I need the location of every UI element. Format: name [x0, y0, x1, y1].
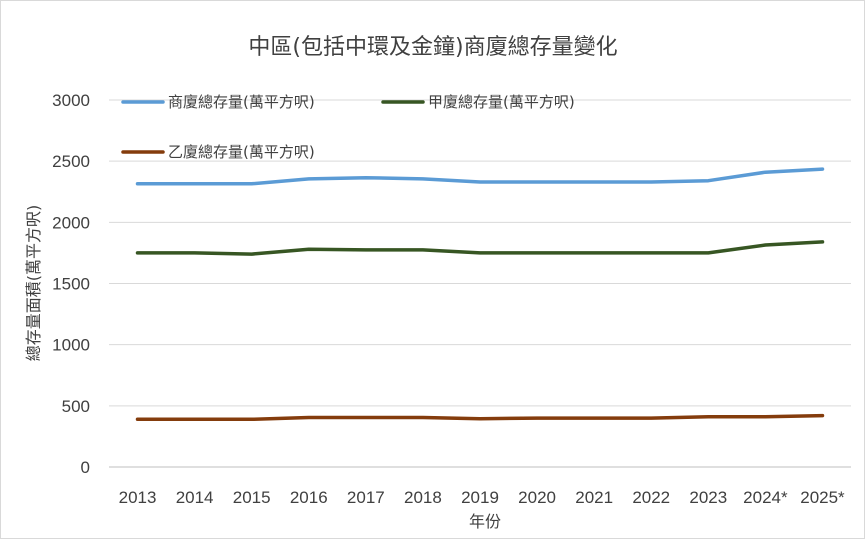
- legend-item-3: 乙廈總存量(萬平方呎): [121, 143, 315, 161]
- legend-label: 甲廈總存量(萬平方呎): [428, 93, 575, 111]
- x-tick-label: 2016: [290, 488, 328, 507]
- x-tick-label: 2023: [689, 488, 727, 507]
- y-tick-label: 500: [62, 397, 90, 416]
- x-tick-label: 2025*: [800, 488, 845, 507]
- x-tick-label: 2015: [233, 488, 271, 507]
- x-tick-label: 2022: [632, 488, 670, 507]
- y-axis-title: 總存量面積(萬平方呎): [24, 205, 43, 362]
- series-line-1: [135, 167, 825, 186]
- x-tick-label: 2024*: [743, 488, 788, 507]
- legend: 商廈總存量(萬平方呎) 甲廈總存量(萬平方呎) 乙廈總存量(萬平方呎): [121, 93, 575, 161]
- x-axis-title: 年份: [469, 512, 501, 531]
- y-tick-label: 1000: [52, 336, 90, 355]
- legend-label: 商廈總存量(萬平方呎): [168, 93, 315, 111]
- legend-item-1: 商廈總存量(萬平方呎): [121, 93, 315, 111]
- x-tick-label: 2013: [119, 488, 157, 507]
- y-tick-label: 2000: [52, 213, 90, 232]
- x-tick-label: 2018: [404, 488, 442, 507]
- x-tick-label: 2014: [176, 488, 214, 507]
- legend-label: 乙廈總存量(萬平方呎): [168, 143, 315, 161]
- gridlines: [109, 99, 851, 468]
- series-lines: [135, 167, 825, 422]
- series-line-2: [135, 240, 825, 256]
- x-tick-label: 2021: [575, 488, 613, 507]
- chart-title: 中區(包括中環及金鐘)商廈總存量變化: [248, 35, 617, 60]
- x-tick-label: 2019: [461, 488, 499, 507]
- x-tick-label: 2017: [347, 488, 385, 507]
- legend-item-2: 甲廈總存量(萬平方呎): [381, 93, 575, 111]
- x-tick-label: 2020: [518, 488, 556, 507]
- y-tick-label: 3000: [52, 91, 90, 110]
- series-line-3: [135, 413, 825, 422]
- y-axis-ticks: 0 500 1000 1500 2000 2500 3000: [52, 91, 90, 477]
- y-tick-label: 0: [81, 458, 90, 477]
- y-tick-label: 2500: [52, 152, 90, 171]
- x-axis-ticks: 2013 2014 2015 2016 2017 2018 2019 2020 2021 2022…: [119, 488, 845, 507]
- y-tick-label: 1500: [52, 275, 90, 294]
